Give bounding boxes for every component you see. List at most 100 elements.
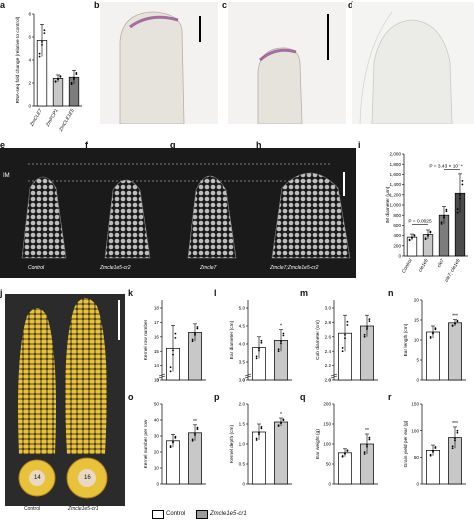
- data-point: [432, 449, 434, 452]
- data-point: [38, 52, 41, 55]
- data-point: [346, 320, 349, 323]
- chart-o: 0 10 20 30 40 50 Kernel number per row **: [143, 402, 206, 487]
- y-tick-label: 20: [154, 450, 160, 455]
- data-point: [408, 238, 411, 241]
- panel-letter-n: n: [388, 288, 394, 298]
- data-point: [456, 211, 459, 214]
- data-point: [255, 439, 258, 441]
- bar: [274, 421, 288, 485]
- y-axis-title: Kernel depth (cm): [229, 425, 235, 464]
- ear-label-0: Control: [28, 265, 45, 271]
- y-tick-label: 2,000: [390, 152, 402, 157]
- data-point: [59, 75, 62, 78]
- y-tick-label: 6: [28, 35, 31, 40]
- data-point: [258, 349, 260, 352]
- data-point: [344, 452, 346, 455]
- y-tick-label: 0: [28, 104, 31, 109]
- data-point: [196, 326, 199, 328]
- y-axis-title: Ear length (cm): [403, 323, 409, 356]
- y-axis-title: IM diameter (μm): [385, 186, 391, 223]
- y-axis-title: Grain yield per ear (g): [403, 420, 409, 467]
- data-point: [459, 194, 461, 196]
- y-tick-label: 1,800: [390, 162, 402, 167]
- data-point: [440, 222, 443, 225]
- significance-mark: **: [193, 419, 197, 425]
- y-tick-label: 1,600: [390, 172, 402, 177]
- ear-label-3: Zmcle7;Zmcle1e5-cr2: [270, 265, 319, 271]
- panel-letter-k: k: [128, 288, 134, 298]
- cross-number-control: 14: [34, 475, 41, 481]
- y-tick-label: 2.2: [325, 363, 332, 368]
- y-tick-label: 10: [154, 466, 160, 471]
- data-point: [411, 236, 413, 239]
- data-point: [73, 78, 75, 81]
- y-tick-label: 50: [326, 462, 332, 467]
- x-tick-label: cle1e5: [417, 258, 429, 274]
- data-point: [434, 446, 437, 448]
- significance-mark: *: [280, 412, 282, 418]
- y-tick-label: 3.0: [239, 378, 246, 383]
- data-point: [43, 29, 46, 32]
- data-point: [366, 328, 368, 330]
- data-point: [461, 183, 464, 186]
- y-axis-title: Kernel row number: [143, 319, 149, 360]
- y-tick-label: 0: [156, 482, 159, 487]
- panel-letter-m: m: [300, 288, 309, 298]
- axis-break: [330, 375, 338, 379]
- x-tick-label: cle7: [436, 258, 446, 269]
- x-tick-label: ZmCLE7: [29, 108, 44, 129]
- data-point: [443, 216, 445, 219]
- y-tick-label: 4.5: [239, 324, 246, 329]
- y-tick-label: 1.0: [239, 442, 246, 447]
- data-point: [363, 451, 366, 454]
- chart-i: 0 200 400 600 800 1,000 1,200 1,400 1,600 1,800 2,…: [385, 152, 468, 283]
- data-point: [434, 327, 437, 330]
- sem-image-strip: [0, 148, 356, 278]
- y-tick-label: 1.5: [239, 422, 246, 427]
- significance-mark: **: [365, 428, 369, 434]
- data-point: [429, 336, 432, 338]
- data-point: [169, 445, 172, 447]
- micrograph-d: [352, 2, 474, 124]
- y-tick-label: 5.0: [239, 306, 246, 311]
- data-point: [368, 438, 371, 441]
- data-point: [277, 424, 280, 427]
- y-tick-label: 0: [416, 378, 419, 383]
- y-tick-label: 0: [328, 378, 331, 383]
- data-point: [451, 447, 454, 450]
- data-point: [456, 431, 459, 434]
- y-tick-label: 30: [154, 434, 160, 439]
- data-point: [196, 428, 199, 431]
- y-tick-label: 2.0: [239, 402, 246, 407]
- y-tick-label: 5: [416, 358, 419, 363]
- data-point: [445, 210, 448, 213]
- y-tick-label: 1,200: [390, 192, 402, 197]
- data-point: [194, 434, 196, 436]
- y-tick-label: 10: [414, 338, 420, 343]
- significance-mark: *: [280, 324, 282, 330]
- y-tick-label: 100: [323, 442, 331, 447]
- data-point: [75, 73, 78, 76]
- y-tick-label: 14: [154, 363, 160, 368]
- significance-mark: ***: [452, 314, 458, 320]
- data-point: [366, 444, 368, 446]
- chart-m: 2.0 2.2 2.4 2.6 2.8 3.0 0 Cob diameter (cm): [315, 300, 378, 383]
- data-point: [191, 340, 194, 343]
- y-tick-label: 18: [154, 306, 160, 311]
- micrograph-b: [100, 2, 218, 124]
- data-point: [445, 208, 448, 211]
- y-tick-label: 3.0: [325, 306, 332, 311]
- data-point: [260, 426, 263, 428]
- x-tick-label: Control: [401, 257, 414, 274]
- y-tick-label: 2.4: [325, 349, 332, 354]
- chart-q: 0 50 100 150 200 Ear weight (g) **: [315, 402, 378, 487]
- legend-label-control: Control: [166, 511, 186, 517]
- legend-label-mutant: Zmcle1e5-cr1: [210, 511, 247, 517]
- data-point: [282, 332, 285, 335]
- chart-r: 0 50 100 150 Grain yield per ear (g) ***: [403, 402, 466, 487]
- data-point: [191, 439, 194, 442]
- data-point: [459, 197, 461, 200]
- chart-n: 0 5 10 15 20 Ear length (cm) ***: [403, 298, 466, 383]
- data-point: [277, 348, 280, 351]
- data-point: [366, 326, 368, 328]
